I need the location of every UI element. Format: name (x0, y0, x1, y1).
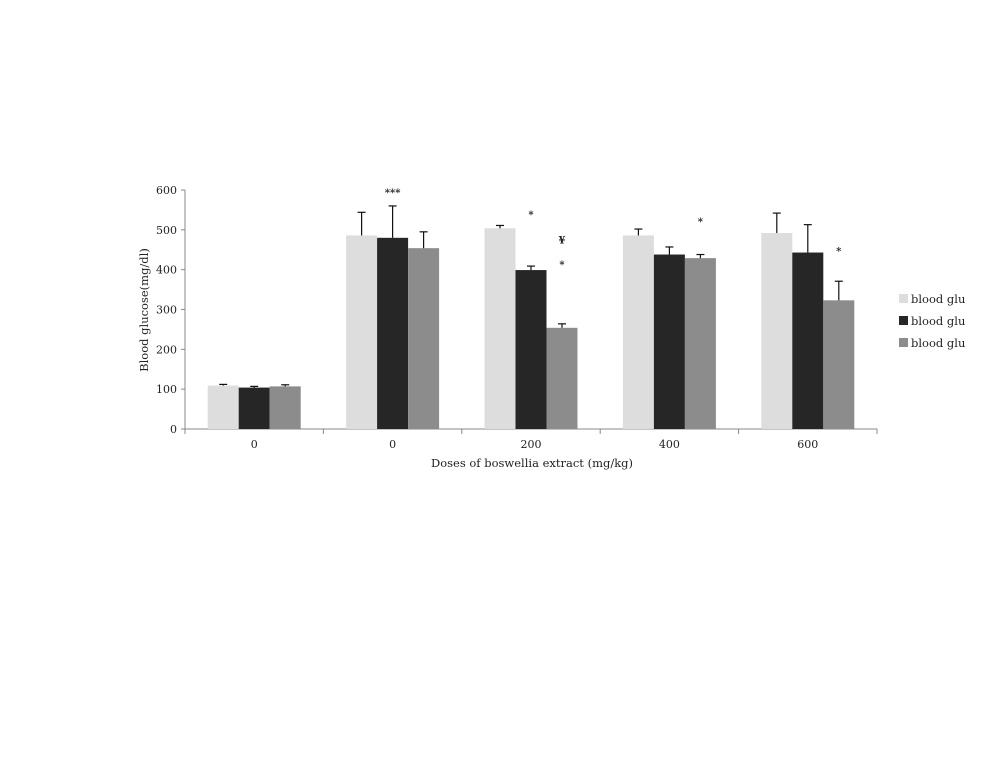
significance-marker: ¥ (559, 235, 566, 246)
bar (269, 386, 301, 429)
bar (546, 327, 578, 429)
legend-swatch (899, 338, 908, 347)
error-bars (219, 205, 843, 388)
bar (622, 235, 654, 429)
axes: 0 100 200 300 400 500 600 0 0 200 400 600 (156, 184, 878, 451)
legend-label: blood glu (911, 314, 965, 328)
bar (484, 228, 516, 429)
significance-annotations: ****¥*** (385, 188, 842, 271)
x-tick-label: 200 (521, 438, 542, 451)
significance-marker: *** (385, 188, 401, 199)
bar (684, 258, 716, 429)
x-tick-label: 600 (797, 438, 818, 451)
y-tick-label: 300 (156, 304, 177, 317)
y-tick-label: 200 (156, 343, 177, 356)
y-tick-label: 500 (156, 224, 177, 237)
significance-marker: * (836, 247, 842, 258)
bar (238, 387, 270, 429)
significance-marker: * (698, 217, 704, 228)
bars (207, 228, 855, 429)
y-tick-label: 100 (156, 383, 177, 396)
bar (653, 254, 685, 429)
x-tick-label: 400 (659, 438, 680, 451)
y-tick-label: 400 (156, 264, 177, 277)
y-tick-label: 600 (156, 184, 177, 197)
bar (823, 300, 855, 429)
significance-marker: * (559, 260, 565, 271)
axis-labels: Blood glucose(mg/dl) Doses of boswellia … (137, 248, 633, 470)
legend-label: blood glu (911, 292, 965, 306)
bar (792, 252, 824, 429)
bar (346, 235, 378, 429)
bar (408, 248, 440, 429)
significance-marker: * (528, 210, 534, 221)
x-tick-label: 0 (389, 438, 396, 451)
bar (377, 237, 409, 429)
legend: blood glu blood glu blood glu (899, 292, 965, 350)
legend-swatch (899, 316, 908, 325)
y-axis-title: Blood glucose(mg/dl) (137, 248, 151, 372)
x-tick-label: 0 (251, 438, 258, 451)
bar (515, 270, 547, 429)
y-tick-label: 0 (170, 423, 177, 436)
bar (761, 233, 793, 429)
bar (207, 385, 239, 429)
x-axis-title: Doses of boswellia extract (mg/kg) (431, 456, 633, 470)
legend-label: blood glu (911, 336, 965, 350)
legend-swatch (899, 294, 908, 303)
